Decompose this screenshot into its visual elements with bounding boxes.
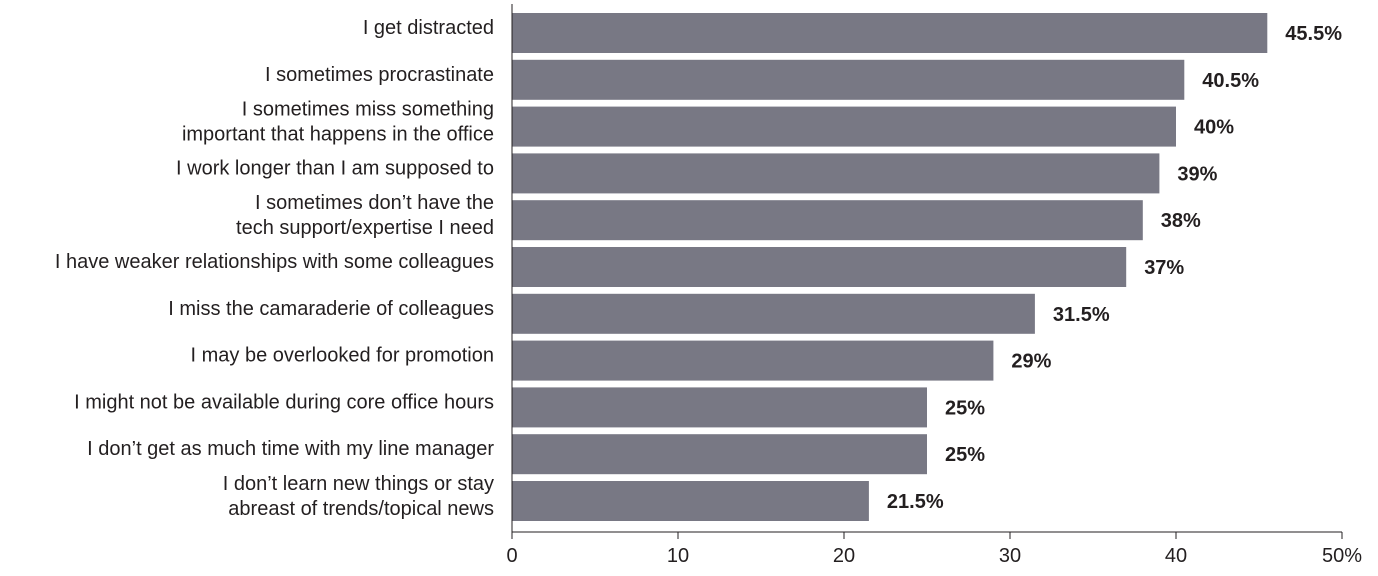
value-label-6: 37% — [1144, 257, 1184, 279]
bar-6 — [512, 247, 1127, 287]
value-label-11: 21.5% — [887, 491, 944, 513]
value-label-10: 25% — [945, 444, 985, 466]
category-label-11: I don’t learn new things or stay abreast … — [223, 473, 494, 520]
bar-11 — [512, 481, 869, 521]
bar-3 — [512, 106, 1176, 147]
x-tick-label-50: 50% — [1322, 545, 1362, 567]
category-label-10: I don’t get as much time with my line ma… — [87, 438, 494, 460]
category-label-3: I sometimes miss something important that… — [182, 99, 494, 146]
bar-7 — [512, 293, 1035, 334]
value-label-2: 40.5% — [1202, 70, 1259, 92]
bars-group — [512, 13, 1268, 521]
bar-8 — [512, 340, 994, 381]
category-label-8: I may be overlooked for promotion — [191, 345, 495, 367]
value-label-5: 38% — [1161, 210, 1201, 232]
value-label-7: 31.5% — [1053, 304, 1110, 326]
value-label-1: 45.5% — [1285, 23, 1342, 45]
category-label-2: I sometimes procrastinate — [265, 64, 494, 86]
category-label-7: I miss the camaraderie of colleagues — [168, 298, 494, 320]
axes-group: 0 10 20 30 40 50% — [506, 4, 1362, 567]
bar-9 — [512, 387, 927, 428]
value-labels: 45.5% 40.5% 40% 39% 38% 37% 31.5% 29% 25% 25% 21.5… — [887, 23, 1342, 513]
category-label-6: I have weaker relationships with some co… — [55, 251, 494, 273]
value-label-9: 25% — [945, 397, 985, 419]
x-tick-label-40: 40 — [1165, 545, 1187, 567]
bar-1 — [512, 13, 1268, 53]
value-label-3: 40% — [1194, 117, 1234, 139]
category-label-5: I sometimes don’t have the tech support/e… — [236, 192, 494, 239]
x-tick-label-30: 30 — [999, 545, 1021, 567]
category-label-9: I might not be available during core off… — [74, 391, 494, 413]
category-label-4: I work longer than I am supposed to — [176, 157, 494, 179]
bar-2 — [512, 59, 1185, 100]
bar-10 — [512, 434, 927, 475]
category-labels: I get distracted I sometimes procrastinat… — [55, 17, 494, 520]
value-label-8: 29% — [1011, 351, 1051, 373]
x-tick-label-20: 20 — [833, 545, 855, 567]
bar-5 — [512, 200, 1143, 241]
x-tick-label-10: 10 — [667, 545, 689, 567]
category-label-1: I get distracted — [363, 17, 494, 39]
x-tick-label-0: 0 — [506, 545, 517, 567]
bar-4 — [512, 153, 1160, 194]
value-label-4: 39% — [1177, 163, 1217, 185]
